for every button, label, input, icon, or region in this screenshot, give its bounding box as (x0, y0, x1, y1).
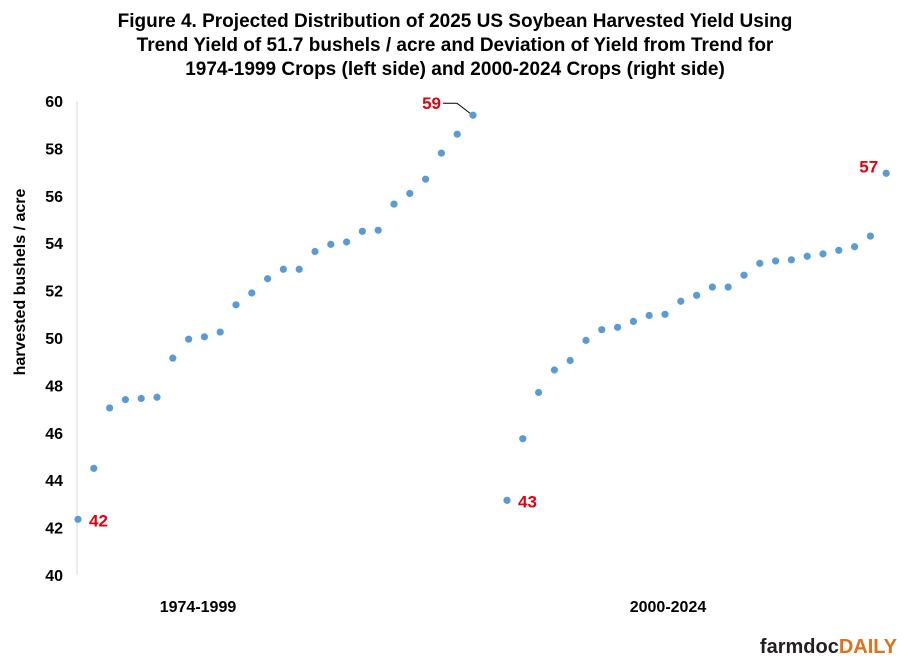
data-point (390, 200, 398, 208)
data-point (279, 265, 287, 273)
data-point (200, 333, 208, 341)
data-point (121, 396, 129, 404)
data-point (851, 243, 859, 251)
data-point (248, 289, 256, 297)
y-tick-label: 40 (45, 568, 63, 585)
group-label: 1974-1999 (160, 599, 237, 616)
data-point (582, 336, 590, 344)
data-point (724, 283, 732, 291)
data-point (185, 335, 193, 343)
data-point (866, 232, 875, 240)
y-tick-label: 50 (45, 331, 63, 348)
y-tick-label: 46 (45, 426, 63, 443)
data-annotations: 42 59 43 57 (89, 94, 878, 530)
group-label: 2000-2024 (630, 599, 707, 616)
svg-text:farmdocDAILY: farmdocDAILY (760, 636, 898, 658)
y-tick-label: 54 (45, 236, 63, 253)
data-point (740, 271, 748, 279)
data-point (137, 394, 145, 403)
data-point (550, 366, 559, 374)
data-point (772, 257, 780, 265)
data-point (232, 301, 240, 309)
data-point (787, 256, 796, 264)
data-label: 59 (422, 94, 441, 113)
data-point (169, 354, 177, 362)
data-point (803, 252, 811, 260)
data-point (882, 169, 890, 177)
group-labels: 1974-1999 2000-2024 (160, 599, 707, 616)
data-point (216, 328, 224, 336)
data-point (453, 130, 461, 138)
data-point (343, 238, 351, 246)
y-axis-title: harvested bushels / acre (12, 189, 29, 376)
data-point (90, 464, 98, 472)
data-point (629, 317, 638, 326)
data-point (469, 111, 477, 119)
data-point (422, 175, 430, 183)
data-label: 42 (89, 511, 108, 530)
y-tick-label: 56 (45, 189, 63, 206)
y-tick-label: 60 (45, 94, 63, 111)
data-point (153, 393, 161, 401)
data-point (645, 311, 653, 320)
data-point (661, 310, 669, 318)
data-label: 57 (859, 157, 878, 176)
data-point (614, 323, 622, 331)
data-point (835, 246, 843, 254)
data-point (693, 291, 701, 299)
data-point (264, 275, 272, 283)
data-point (598, 326, 606, 334)
data-point (708, 283, 717, 291)
data-point (819, 250, 827, 258)
chart-title-line-1: Figure 4. Projected Distribution of 2025… (118, 11, 793, 32)
y-tick-label: 52 (45, 284, 63, 301)
y-tick-label: 48 (45, 378, 63, 395)
data-point (311, 247, 319, 256)
y-tick-label: 58 (45, 141, 63, 158)
data-point (503, 496, 511, 504)
data-point (74, 515, 82, 523)
data-point (374, 226, 382, 234)
chart-title-line-3: 1974-1999 Crops (left side) and 2000-202… (185, 59, 725, 80)
data-point (295, 265, 303, 273)
data-point (358, 227, 366, 235)
data-point (519, 435, 527, 443)
y-tick-label: 42 (45, 521, 63, 538)
data-point (677, 297, 685, 305)
logo-main-text: farmdoc (760, 636, 839, 658)
data-point (535, 388, 543, 397)
data-point (327, 240, 335, 248)
data-label: 43 (518, 492, 537, 511)
annotation-leader-line (443, 102, 471, 114)
chart-title-line-2: Trend Yield of 51.7 bushels / acre and D… (137, 35, 774, 56)
farmdoc-daily-logo: farmdocDAILY (760, 636, 898, 658)
logo-accent-text: DAILY (839, 636, 898, 658)
data-point (106, 404, 114, 412)
y-tick-label: 44 (45, 473, 63, 490)
y-axis-ticks: 40 42 44 46 48 50 52 54 56 58 60 (45, 94, 63, 585)
chart-title: Figure 4. Projected Distribution of 2025… (118, 11, 793, 80)
data-points (74, 111, 890, 523)
data-point (437, 149, 445, 157)
data-point (756, 259, 764, 267)
data-point (566, 356, 574, 365)
data-point (406, 189, 414, 198)
